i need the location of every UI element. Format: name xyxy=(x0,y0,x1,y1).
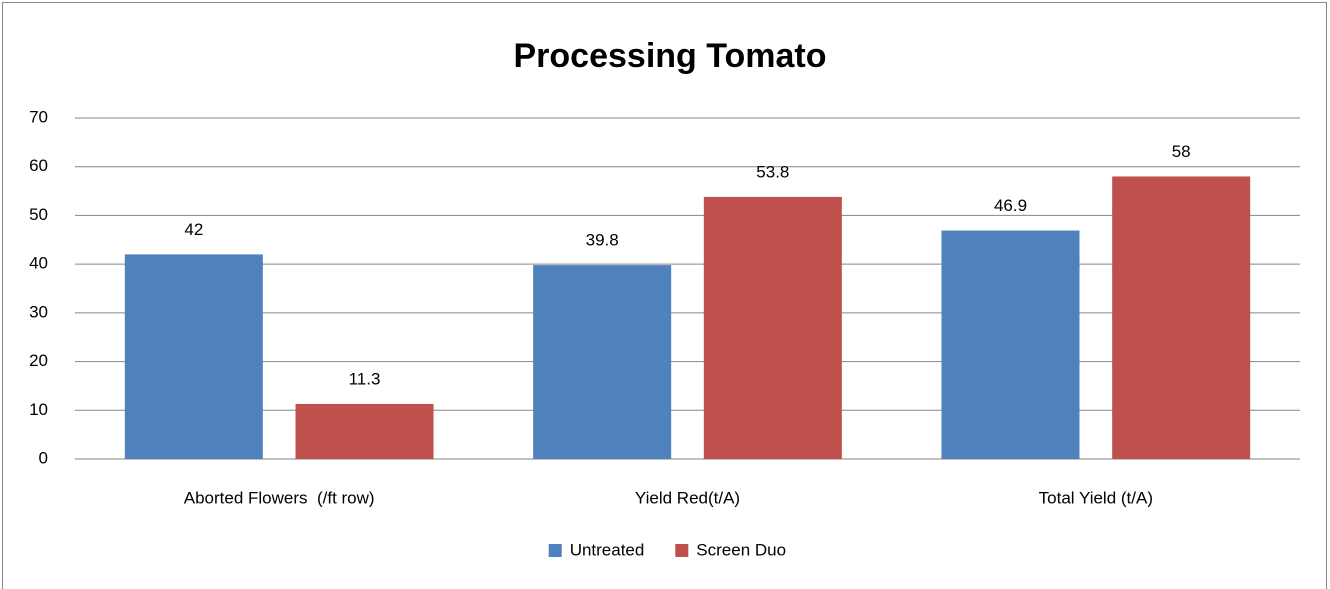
data-label: 11.3 xyxy=(349,369,381,388)
data-label: 53.8 xyxy=(756,162,789,181)
x-tick-label: Aborted Flowers (/ft row) xyxy=(184,488,375,507)
y-tick-label: 50 xyxy=(29,205,48,224)
bar xyxy=(295,403,434,459)
data-label: 58 xyxy=(1172,142,1191,161)
data-label: 42 xyxy=(184,220,203,239)
legend-label: Untreated xyxy=(570,540,645,559)
y-tick-label: 30 xyxy=(29,302,48,321)
y-tick-label: 40 xyxy=(29,254,48,273)
y-tick-label: 70 xyxy=(29,107,48,126)
chart-title: Processing Tomato xyxy=(514,37,827,75)
y-tick-label: 0 xyxy=(39,448,48,467)
y-tick-label: 60 xyxy=(29,156,48,175)
bar xyxy=(533,265,672,459)
legend-swatch xyxy=(675,544,689,557)
x-tick-label: Yield Red(t/A) xyxy=(635,488,740,507)
bar xyxy=(703,196,842,459)
bar xyxy=(1112,176,1251,459)
legend-label: Screen Duo xyxy=(696,540,786,559)
data-label: 46.9 xyxy=(994,196,1027,215)
bar xyxy=(124,254,263,459)
y-tick-label: 20 xyxy=(29,351,48,370)
data-label: 39.8 xyxy=(586,231,619,250)
bar xyxy=(941,230,1080,459)
x-tick-label: Total Yield (t/A) xyxy=(1039,488,1153,507)
y-tick-label: 10 xyxy=(29,400,48,419)
legend-swatch xyxy=(548,544,562,557)
